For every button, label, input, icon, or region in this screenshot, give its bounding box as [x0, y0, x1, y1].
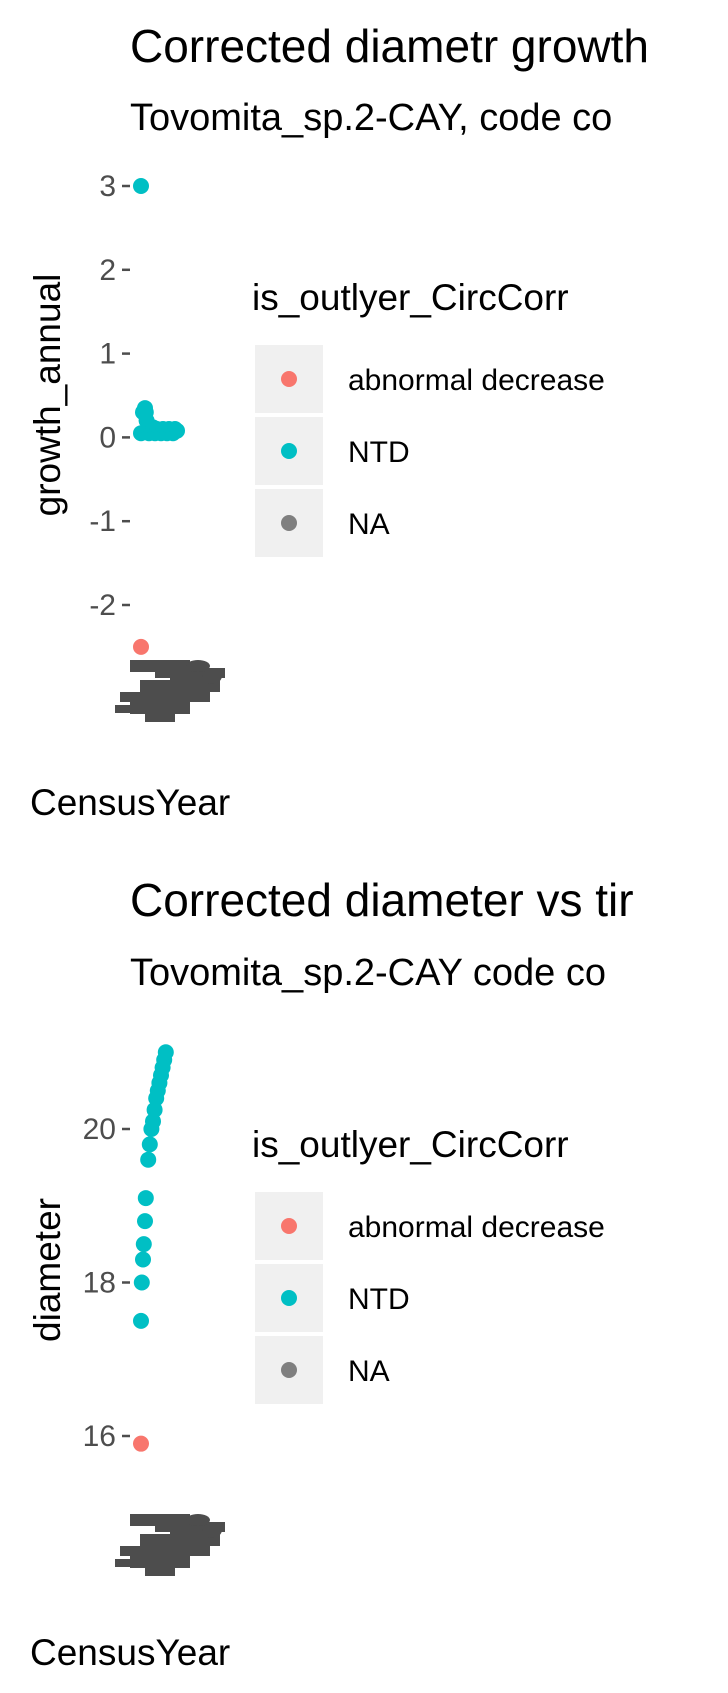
legend-marker-na: [281, 515, 297, 531]
legend-label-ntd: NTD: [348, 1283, 410, 1316]
legend-title: is_outlyer_CircCorr: [252, 1124, 569, 1165]
y-axis-label: diameter: [27, 1198, 68, 1342]
y-tick-label: -1: [89, 505, 116, 538]
y-tick-label: -2: [89, 589, 116, 622]
legend-label-ntd: NTD: [348, 436, 410, 469]
y-tick-label: 18: [83, 1267, 116, 1300]
data-point: [137, 1213, 153, 1230]
y-tick-label: 2: [99, 254, 116, 287]
diameter-chart-panel: Corrected diameter vs tir Tovomita_sp.2-…: [27, 874, 634, 1673]
legend-marker-abnormal-decrease: [281, 1218, 297, 1234]
data-point: [169, 422, 185, 439]
x-axis-label: CensusYear: [30, 782, 230, 823]
x-axis-overlapping-labels: [115, 660, 225, 722]
legend-marker-na: [281, 1362, 297, 1378]
data-point: [133, 178, 149, 194]
y-tick-label: 0: [99, 421, 116, 454]
data-point: [137, 1190, 154, 1207]
legend-label-abnormal-decrease: abnormal decrease: [348, 1211, 605, 1244]
x-axis-label: CensusYear: [30, 1632, 230, 1673]
data-point: [133, 1312, 149, 1329]
y-axis: 20 18 16: [83, 1113, 130, 1453]
data-point: [141, 1136, 158, 1153]
chart-subtitle: Tovomita_sp.2-CAY code co: [130, 952, 606, 994]
y-tick-label: 16: [83, 1420, 116, 1453]
y-tick-label: 20: [83, 1113, 116, 1146]
data-point: [133, 638, 149, 655]
y-axis-label: growth_annual: [27, 274, 68, 517]
legend-marker-ntd: [281, 443, 297, 459]
chart-title: Corrected diameter vs tir: [130, 874, 634, 926]
data-point: [133, 1274, 150, 1291]
data-point: [157, 1044, 174, 1061]
data-point: [135, 1251, 151, 1268]
data-point: [133, 1435, 149, 1452]
x-axis-overlapping-labels: [115, 1514, 225, 1576]
legend: is_outlyer_CircCorr abnormal decrease NT…: [252, 277, 605, 557]
chart-title: Corrected diametr growth: [130, 20, 649, 72]
legend-label-na: NA: [348, 508, 390, 541]
legend: is_outlyer_CircCorr abnormal decrease NT…: [252, 1124, 605, 1404]
legend-marker-ntd: [281, 1290, 297, 1306]
scatter-points: [133, 1044, 174, 1452]
data-point: [140, 1151, 157, 1168]
data-point: [135, 1236, 152, 1253]
legend-marker-abnormal-decrease: [281, 371, 297, 387]
y-tick-label: 3: [99, 170, 116, 203]
growth-chart-panel: Corrected diametr growth Tovomita_sp.2-C…: [27, 20, 649, 823]
y-tick-label: 1: [99, 338, 116, 371]
scatter-points: [133, 178, 185, 655]
legend-title: is_outlyer_CircCorr: [252, 277, 569, 318]
y-axis: 3 2 1 0 -1 -2: [89, 170, 130, 622]
chart-subtitle: Tovomita_sp.2-CAY, code co: [130, 97, 612, 139]
legend-label-na: NA: [348, 1355, 390, 1388]
legend-label-abnormal-decrease: abnormal decrease: [348, 364, 605, 397]
